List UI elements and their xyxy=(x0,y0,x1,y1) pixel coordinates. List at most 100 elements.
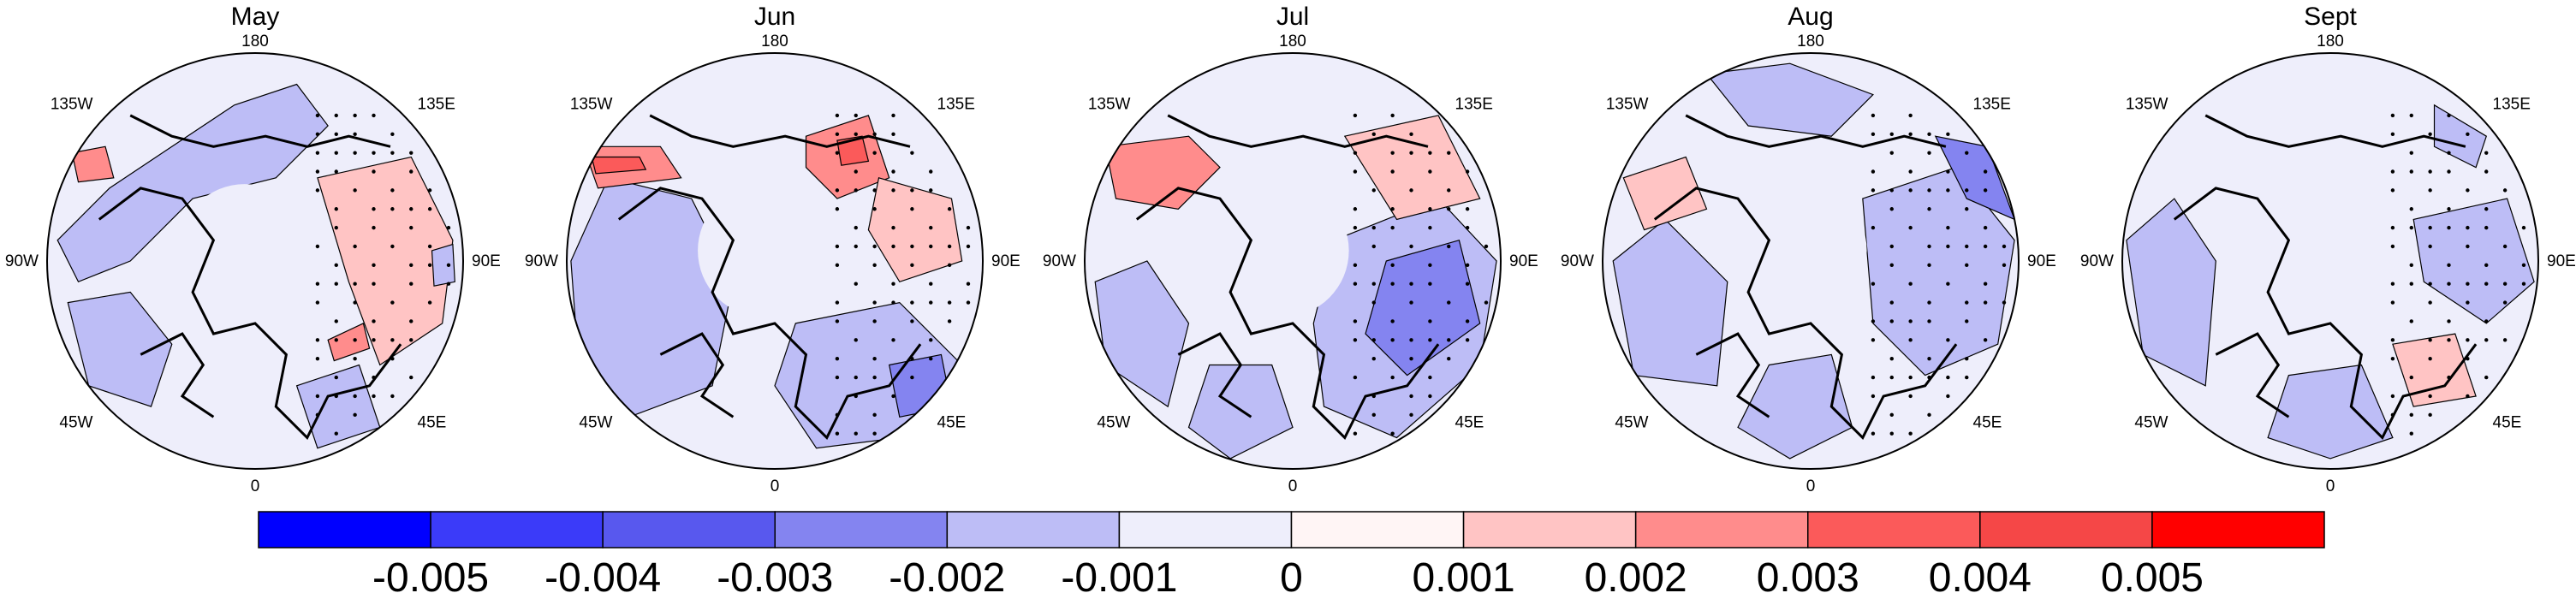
longitude-label-right: 90E xyxy=(2547,252,2576,270)
coastline xyxy=(2173,187,2478,441)
coastline xyxy=(1177,332,1252,418)
map-panels: May 180 135E 90E 45E 0 45W 90W 135W Jun 180 135E 90E… xyxy=(5,3,2576,495)
anomaly-region xyxy=(591,156,647,175)
contour-field xyxy=(1085,53,1501,469)
longitude-label-bottom: 0 xyxy=(2326,477,2335,495)
longitude-label-left: 90W xyxy=(525,252,558,270)
coastline xyxy=(617,187,922,441)
anomaly-region xyxy=(867,177,963,283)
colorbar-tick-label: 0.004 xyxy=(1929,555,2032,593)
contour-field xyxy=(2122,53,2538,469)
polar-region xyxy=(178,184,312,317)
map-boundary xyxy=(2121,52,2539,470)
map-panel-jun: Jun 180 135E 90E 45E 0 45W 90W 135W xyxy=(525,3,1020,495)
longitude-label-top-right: 135E xyxy=(1973,96,2011,114)
longitude-label-left: 90W xyxy=(1043,252,1076,270)
longitude-label-right: 90E xyxy=(472,252,501,270)
longitude-label-bottom-right: 45E xyxy=(418,413,447,431)
map-panel-aug: Aug 180 135E 90E 45E 0 45W 90W 135W xyxy=(1561,3,2056,495)
colorbar-swatch xyxy=(1634,511,1809,549)
longitude-label-bottom-right: 45E xyxy=(937,413,967,431)
longitude-label-top: 180 xyxy=(761,33,788,50)
colorbar-tick-label: 0.003 xyxy=(1757,555,1859,593)
colorbar-tick-label: 0.001 xyxy=(1413,555,1515,593)
longitude-label-top: 180 xyxy=(1279,33,1306,50)
coastline xyxy=(2204,114,2466,148)
colorbar-swatch xyxy=(1979,511,2153,549)
longitude-label-top-left: 135W xyxy=(1606,96,1649,114)
longitude-label-bottom-left: 45W xyxy=(59,413,92,431)
coastline xyxy=(649,114,911,148)
longitude-label-left: 90W xyxy=(1561,252,1594,270)
longitude-label-top-right: 135E xyxy=(1455,96,1493,114)
colorbar-swatch xyxy=(1462,511,1637,549)
anomaly-region xyxy=(2392,333,2477,407)
polar-region xyxy=(1216,184,1349,317)
longitude-label-bottom-left: 45W xyxy=(1615,413,1648,431)
anomaly-region xyxy=(1187,364,1294,460)
longitude-label-left: 90W xyxy=(2080,252,2114,270)
panel-title: Jun xyxy=(754,3,795,31)
longitude-label-bottom-left: 45W xyxy=(579,413,612,431)
longitude-label-top-left: 135W xyxy=(2126,96,2168,114)
colorbar-tick-label: -0.003 xyxy=(717,555,833,593)
longitude-label-top: 180 xyxy=(1797,33,1824,50)
panel-title: Sept xyxy=(2304,3,2357,31)
contour-field xyxy=(47,53,463,469)
longitude-label-top-left: 135W xyxy=(570,96,613,114)
colorbar-tick-label: -0.001 xyxy=(1061,555,1177,593)
significance-stippling xyxy=(1871,113,2007,436)
colorbar-tick-label: 0.005 xyxy=(2101,555,2204,593)
anomaly-region xyxy=(1343,115,1481,221)
longitude-label-top-left: 135W xyxy=(51,96,93,114)
anomaly-region xyxy=(327,323,371,362)
significance-stippling xyxy=(2390,113,2526,436)
anomaly-region xyxy=(1622,156,1708,231)
longitude-label-top: 180 xyxy=(241,33,269,50)
longitude-label-bottom-left: 45W xyxy=(2134,413,2168,431)
longitude-label-bottom: 0 xyxy=(770,477,780,495)
anomaly-region xyxy=(1705,62,1874,137)
colorbar-swatch xyxy=(1807,511,1981,549)
colorbar-tick-label: -0.005 xyxy=(372,555,489,593)
longitude-label-bottom: 0 xyxy=(251,477,260,495)
anomaly-region xyxy=(431,243,455,287)
colorbar-swatch xyxy=(1290,511,1465,549)
longitude-label-right: 90E xyxy=(2027,252,2056,270)
longitude-label-right: 90E xyxy=(991,252,1020,270)
colorbar: -0.005 -0.004 -0.003 -0.002 -0.001 0 0.001 0.00… xyxy=(258,511,2325,593)
contour-field xyxy=(1603,53,2019,469)
significance-stippling xyxy=(835,113,971,436)
polar-region xyxy=(698,184,831,317)
colorbar-tick-label: 0 xyxy=(1280,555,1303,593)
anomaly-region xyxy=(1737,353,1853,460)
longitude-label-top-right: 135E xyxy=(937,96,975,114)
longitude-label-right: 90E xyxy=(1509,252,1538,270)
coastline xyxy=(1653,187,1958,441)
colorbar-swatch xyxy=(2151,511,2325,549)
longitude-label-top-right: 135E xyxy=(418,96,455,114)
longitude-label-bottom: 0 xyxy=(1288,477,1298,495)
anomaly-region xyxy=(2412,198,2535,324)
longitude-label-bottom: 0 xyxy=(1806,477,1816,495)
coastline xyxy=(659,332,735,418)
longitude-label-bottom-right: 45E xyxy=(1455,413,1484,431)
polar-region xyxy=(2253,184,2387,317)
significance-stippling xyxy=(1353,113,1489,436)
map-panel-jul: Jul 180 135E 90E 45E 0 45W 90W 135W xyxy=(1043,3,1538,495)
anomaly-region xyxy=(57,83,329,283)
coastline xyxy=(140,332,215,418)
panel-title: May xyxy=(231,3,280,31)
coastline xyxy=(2215,332,2290,418)
coastline xyxy=(1695,332,1770,418)
anomaly-region xyxy=(836,135,870,166)
longitude-label-top-right: 135E xyxy=(2493,96,2531,114)
map-boundary xyxy=(1602,52,2020,470)
coastline xyxy=(129,114,391,148)
longitude-label-bottom-left: 45W xyxy=(1097,413,1130,431)
colorbar-swatch xyxy=(946,511,1121,549)
colorbar-swatch xyxy=(602,511,776,549)
coastline xyxy=(1167,114,1429,148)
longitude-label-top: 180 xyxy=(2317,33,2344,50)
